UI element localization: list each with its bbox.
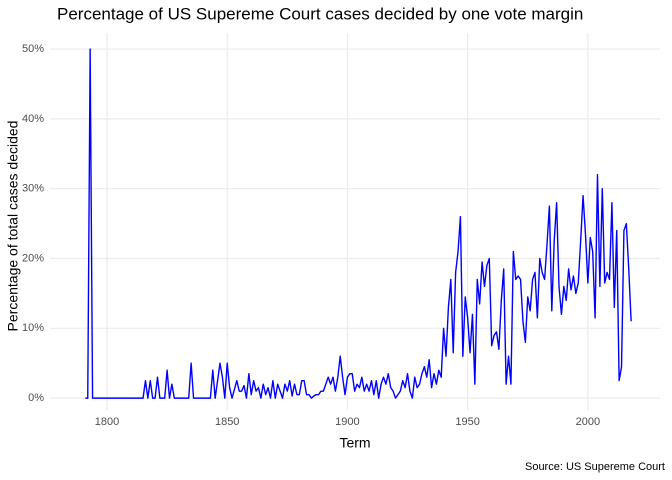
chart-title: Percentage of US Supereme Court cases de…	[57, 4, 583, 23]
data-line	[85, 48, 632, 399]
y-tick-label: 40%	[22, 113, 44, 125]
caption: Source: US Supereme Court	[525, 461, 665, 473]
y-tick-label: 10%	[22, 322, 44, 334]
y-tick-label: 0%	[28, 392, 44, 404]
y-tick-label: 50%	[22, 43, 44, 55]
y-tick-label: 20%	[22, 252, 44, 264]
x-tick-label: 2000	[576, 416, 600, 428]
x-tick-label: 1900	[335, 416, 359, 428]
x-tick-label: 1850	[215, 416, 239, 428]
x-axis-label: Term	[339, 435, 370, 451]
y-tick-label: 30%	[22, 183, 44, 195]
x-tick-label: 1950	[455, 416, 479, 428]
y-axis-label: Percentage of total cases decided	[5, 121, 21, 332]
x-tick-label: 1800	[95, 416, 119, 428]
